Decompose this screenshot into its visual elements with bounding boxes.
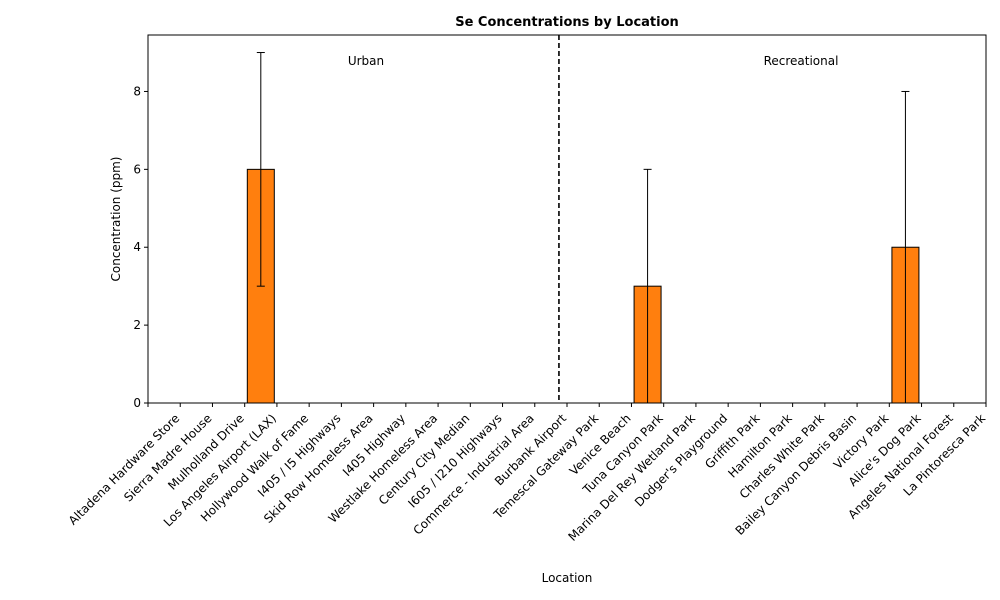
annotation-urban: Urban (348, 54, 384, 68)
y-tick-label: 0 (133, 396, 141, 410)
annotation-recreational: Recreational (764, 54, 839, 68)
y-axis-label: Concentration (ppm) (109, 157, 123, 282)
y-tick-label: 8 (133, 84, 141, 98)
y-tick-label: 4 (133, 240, 141, 254)
y-tick-label: 6 (133, 162, 141, 176)
x-axis-label: Location (542, 571, 593, 585)
chart-title: Se Concentrations by Location (455, 15, 679, 30)
y-tick-label: 2 (133, 318, 141, 332)
